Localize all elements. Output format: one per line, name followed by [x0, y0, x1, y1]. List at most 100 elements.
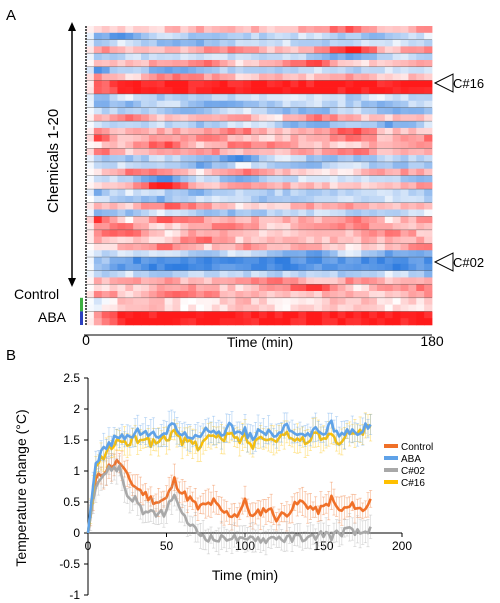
- heatmap-cell: [392, 39, 401, 47]
- heatmap-cell: [274, 155, 283, 163]
- series-control: [86, 449, 373, 534]
- heatmap-cell: [93, 26, 103, 34]
- heatmap-cell: [282, 304, 291, 312]
- heatmap-cell: [353, 250, 362, 258]
- heatmap-cell: [282, 39, 291, 47]
- heatmap-cell: [321, 270, 331, 278]
- heatmap-cell: [384, 209, 394, 217]
- heatmap-cell: [298, 59, 307, 68]
- heatmap-cell: [235, 236, 244, 244]
- heatmap-cell: [141, 59, 150, 68]
- heatmap-cell: [235, 304, 244, 312]
- heatmap-cell: [376, 127, 386, 136]
- heatmap-cell: [133, 93, 142, 102]
- heatmap-row: [86, 66, 433, 74]
- heatmap-cell: [235, 121, 244, 129]
- heatmap-cell: [101, 243, 110, 251]
- heatmap-cell: [306, 223, 315, 231]
- heatmap-cell: [109, 175, 118, 183]
- heatmap-cell: [314, 80, 323, 88]
- heatmap-cell: [259, 291, 268, 299]
- heatmap-cell: [251, 155, 260, 163]
- heatmap-cell: [306, 141, 315, 149]
- heatmap-cell: [314, 304, 323, 312]
- heatmap-cell: [424, 168, 433, 176]
- heatmap-cell: [392, 291, 401, 299]
- heatmap-cell: [408, 263, 417, 271]
- heatmap-cell: [361, 39, 370, 47]
- heatmap-cell: [101, 39, 110, 47]
- heatmap-cell: [86, 243, 95, 251]
- heatmap-cell: [282, 155, 291, 163]
- heatmap-cell: [219, 73, 228, 81]
- heatmap-cell: [109, 39, 118, 47]
- heatmap-cell: [384, 121, 394, 129]
- heatmap-cell: [86, 175, 95, 183]
- heatmap-cell: [188, 59, 197, 68]
- heatmap-cell: [337, 291, 346, 299]
- heatmap-cell: [125, 155, 134, 163]
- heatmap-cell: [259, 250, 268, 258]
- heatmap-cell: [361, 59, 370, 68]
- heatmap-cell: [251, 26, 260, 34]
- heatmap-cell: [251, 100, 260, 108]
- heatmap-cell: [211, 189, 221, 197]
- heatmap-cell: [298, 243, 307, 251]
- heatmap-cell: [251, 318, 260, 326]
- legend-label: ABA: [401, 454, 421, 465]
- heatmap-cell: [266, 182, 276, 190]
- heatmap-cell: [180, 304, 189, 312]
- heatmap-cell: [392, 107, 401, 115]
- heatmap-cell: [188, 114, 197, 122]
- heatmap-cell: [243, 80, 252, 88]
- heatmap-cell: [298, 80, 307, 88]
- heatmap-cell: [416, 189, 425, 197]
- heatmap-cell: [125, 216, 134, 224]
- heatmap-cell: [259, 114, 268, 122]
- heatmap-cell: [329, 189, 339, 197]
- heatmap-cell: [298, 195, 307, 203]
- heatmap-cell: [211, 257, 221, 265]
- heatmap-cell: [86, 291, 95, 299]
- heatmap-cell: [227, 182, 236, 190]
- heatmap-cell: [266, 39, 276, 47]
- heatmap-cell: [424, 26, 433, 34]
- heatmap-row: [86, 277, 433, 285]
- heatmap-cell: [282, 32, 291, 40]
- heatmap-cell: [148, 141, 158, 149]
- heatmap-cell: [133, 32, 142, 40]
- heatmap-cell: [337, 168, 346, 176]
- heatmap-cell: [148, 148, 158, 156]
- y-tick-label: -1: [69, 588, 80, 602]
- heatmap-cell: [345, 189, 354, 197]
- heatmap-cell: [211, 223, 221, 231]
- heatmap-row: [86, 189, 433, 197]
- heatmap-cell: [384, 318, 394, 326]
- heatmap-cell: [219, 155, 228, 163]
- heatmap-cell: [164, 155, 173, 163]
- heatmap-cell: [306, 216, 315, 224]
- heatmap-cell: [306, 236, 315, 244]
- heatmap-cell: [345, 311, 354, 319]
- heatmap-cell: [274, 114, 283, 122]
- heatmap-cell: [141, 73, 150, 81]
- heatmap-cell: [211, 284, 221, 292]
- heatmap-cell: [180, 216, 189, 224]
- heatmap-cell: [117, 175, 126, 183]
- heatmap-row: [86, 100, 433, 108]
- heatmap-cell: [384, 168, 394, 176]
- heatmap-cell: [408, 297, 417, 305]
- heatmap-cell: [298, 202, 307, 210]
- heatmap-cell: [101, 284, 110, 292]
- heatmap-cell: [298, 26, 307, 34]
- heatmap-cell: [211, 277, 221, 285]
- heatmap-cell: [345, 223, 354, 231]
- heatmap-cell: [133, 134, 142, 142]
- heatmap-cell: [369, 209, 378, 217]
- heatmap-cell: [196, 46, 205, 54]
- heatmap-cell: [172, 223, 181, 231]
- heatmap-cell: [424, 209, 433, 217]
- heatmap-cell: [376, 311, 386, 319]
- heatmap-cell: [329, 168, 339, 176]
- heatmap-cell: [376, 66, 386, 74]
